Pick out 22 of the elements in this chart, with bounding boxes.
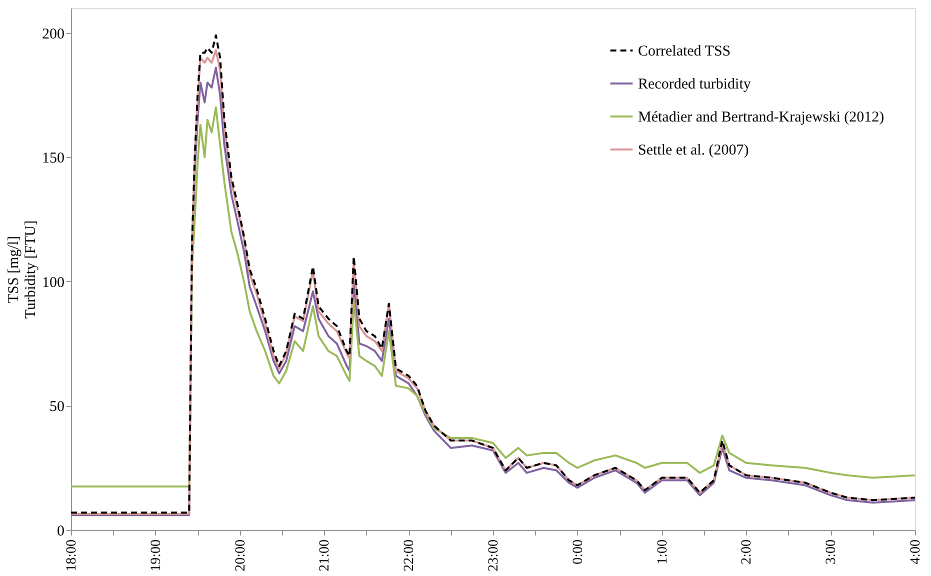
y-axis-title: TSS [mg/l] Turbidity [FTU]: [6, 220, 39, 319]
x-tick-label: 4:00: [908, 540, 924, 564]
x-tick-label: 19:00: [148, 540, 164, 572]
y-tick-label: 150: [42, 150, 64, 167]
legend-label: Recorded turbidity: [638, 76, 752, 92]
legend-label: Correlated TSS: [638, 44, 731, 60]
legend-label: Métadier and Bertrand-Krajewski (2012): [638, 110, 884, 126]
x-tick-label: 3:00: [824, 540, 840, 564]
x-tick-label: 18:00: [64, 540, 80, 572]
y-tick-label: 50: [50, 399, 64, 416]
legend-label: Settle et al. (2007): [638, 142, 749, 158]
x-tick-label: 23:00: [486, 540, 502, 572]
y-tick-label: 200: [42, 26, 64, 42]
line-series: [70, 106, 916, 488]
y-tick-label: 0: [57, 524, 64, 540]
x-tick-label: 20:00: [233, 540, 248, 572]
x-tick-label: 1:00: [655, 540, 670, 564]
x-tick-label: 21:00: [318, 540, 333, 572]
x-tick-label: 22:00: [402, 540, 418, 572]
x-tick-label: 2:00: [740, 540, 755, 564]
x-tick-label: 0:00: [570, 540, 586, 564]
y-tick-label: 100: [42, 274, 64, 291]
